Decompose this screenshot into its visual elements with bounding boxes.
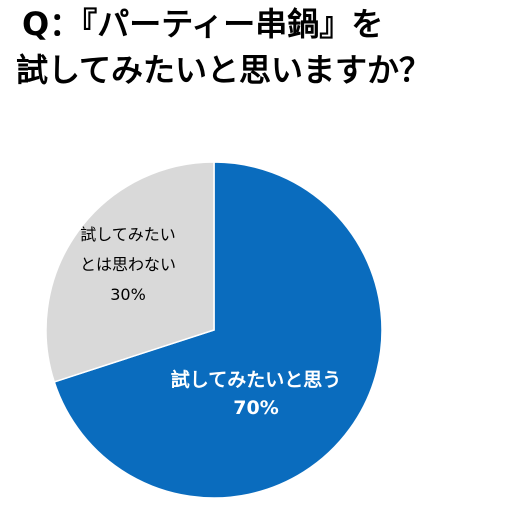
slice-label-1-line-0: 試してみたい xyxy=(80,225,176,244)
chart-title-line1: Q：『パーティー串鍋』を xyxy=(22,5,384,43)
pie-slice-1 xyxy=(45,161,215,383)
slice-label-0-line-0: 試してみたいと思う xyxy=(171,368,341,391)
slice-label-1-line-1: とは思わない xyxy=(80,255,176,274)
slice-value-label-0: 70% xyxy=(233,397,278,419)
slice-value-label-1: 30% xyxy=(110,285,146,304)
pie-slice-0 xyxy=(53,161,383,499)
chart-title-line2: 試してみたいと思いますか？ xyxy=(16,51,432,89)
